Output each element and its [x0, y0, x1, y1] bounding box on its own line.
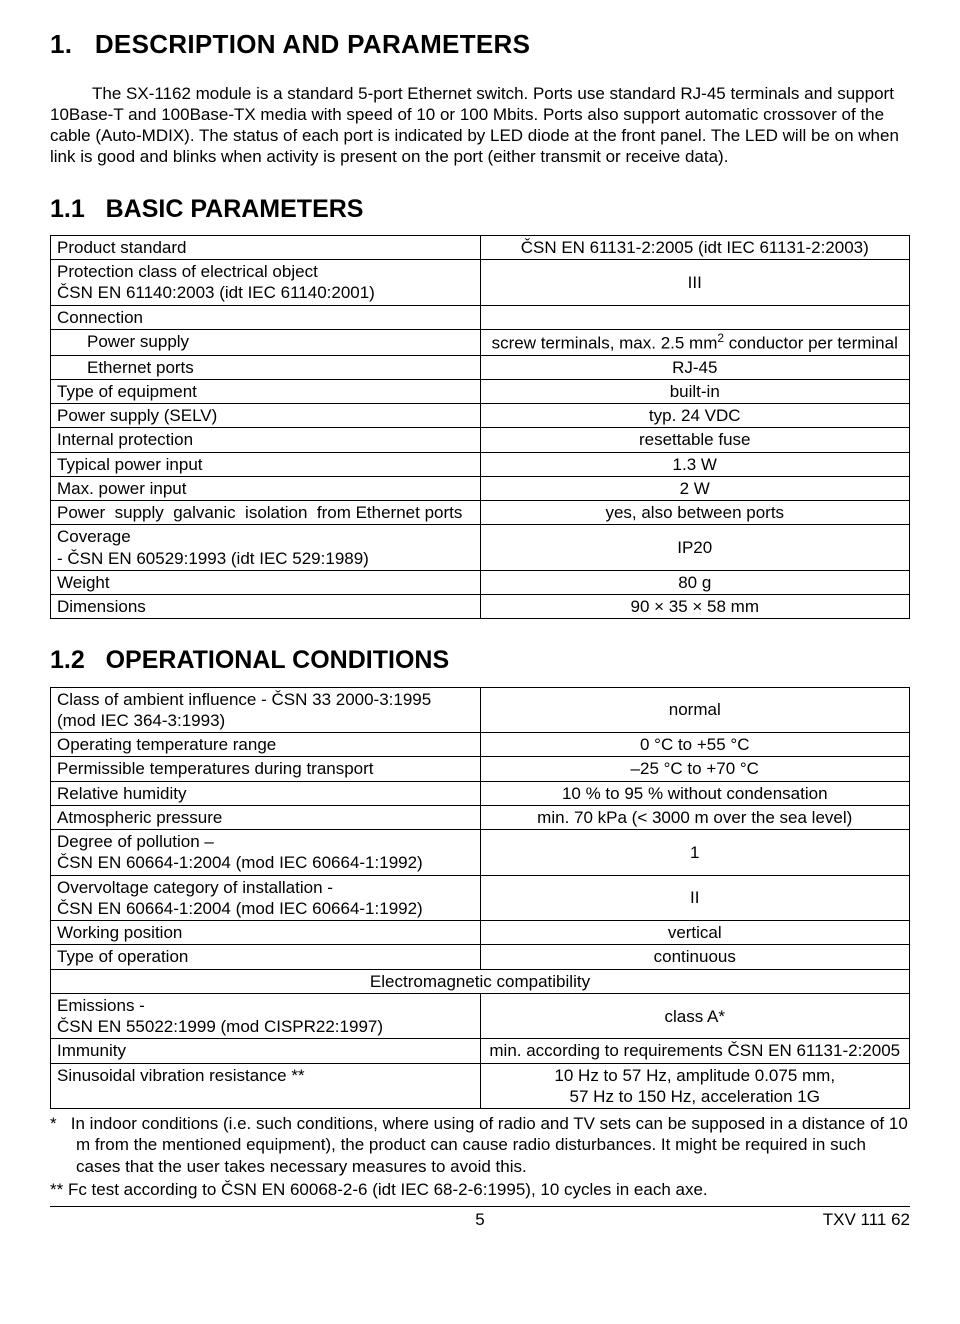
cell-label: Relative humidity — [51, 781, 481, 805]
cell-value: 10 Hz to 57 Hz, amplitude 0.075 mm,57 Hz… — [480, 1063, 910, 1109]
cell-label: Typical power input — [51, 452, 481, 476]
text: Emissions - — [57, 996, 145, 1015]
cell-value: III — [480, 260, 910, 306]
footnote-1: * In indoor conditions (i.e. such condit… — [50, 1113, 910, 1177]
page-footer: 5 TXV 111 62 — [50, 1206, 910, 1230]
cell-label: Power supply (SELV) — [51, 404, 481, 428]
cell-value: resettable fuse — [480, 428, 910, 452]
footnote-2: ** Fc test according to ČSN EN 60068-2-6… — [50, 1179, 910, 1200]
cell-value: vertical — [480, 921, 910, 945]
cell-label: Coverage - ČSN EN 60529:1993 (idt IEC 52… — [51, 525, 481, 571]
cell-label: Emissions - ČSN EN 55022:1999 (mod CISPR… — [51, 993, 481, 1039]
cell-value: min. according to requirements ČSN EN 61… — [480, 1039, 910, 1063]
cell-value: 90 × 35 × 58 mm — [480, 595, 910, 619]
cell-label: Permissible temperatures during transpor… — [51, 757, 481, 781]
text-sub: ČSN EN 60664-1:2004 (mod IEC 60664-1:199… — [57, 853, 423, 872]
cell-value: 0 °C to +55 °C — [480, 733, 910, 757]
text-sub: ČSN EN 61140:2003 (idt IEC 61140:2001) — [57, 283, 375, 302]
cell-label: Sinusoidal vibration resistance ** — [51, 1063, 481, 1109]
cell-value: 10 % to 95 % without condensation — [480, 781, 910, 805]
heading-operational-conditions: 1.2 OPERATIONAL CONDITIONS — [50, 645, 910, 676]
cell-value: min. 70 kPa (< 3000 m over the sea level… — [480, 805, 910, 829]
cell-label: Weight — [51, 570, 481, 594]
text: Protection class of electrical object — [57, 262, 318, 281]
cell-label: Type of equipment — [51, 379, 481, 403]
cell-value: 1 — [480, 830, 910, 876]
cell-value: yes, also between ports — [480, 501, 910, 525]
text: Coverage — [57, 527, 131, 546]
text-sub: - ČSN EN 60529:1993 (idt IEC 529:1989) — [57, 549, 369, 568]
cell-value: 2 W — [480, 476, 910, 500]
text: Overvoltage category of installation - — [57, 878, 333, 897]
cell-value: ČSN EN 61131-2:2005 (idt IEC 61131-2:200… — [480, 235, 910, 259]
heading-basic-parameters: 1.1 BASIC PARAMETERS — [50, 194, 910, 225]
cell-value: continuous — [480, 945, 910, 969]
cell-value — [480, 305, 910, 329]
cell-label: Connection — [51, 305, 481, 329]
cell-label: Degree of pollution – ČSN EN 60664-1:200… — [51, 830, 481, 876]
cell-value: typ. 24 VDC — [480, 404, 910, 428]
cell-value: 80 g — [480, 570, 910, 594]
cell-label: Internal protection — [51, 428, 481, 452]
basic-parameters-table: Product standard ČSN EN 61131-2:2005 (id… — [50, 235, 910, 620]
cell-label: Max. power input — [51, 476, 481, 500]
cell-label: Product standard — [51, 235, 481, 259]
cell-label: Operating temperature range — [51, 733, 481, 757]
cell-value: screw terminals, max. 2.5 mm2 conductor … — [480, 329, 910, 355]
cell-value: class A* — [480, 993, 910, 1039]
intro-paragraph: The SX-1162 module is a standard 5-port … — [50, 83, 910, 168]
cell-value: 1.3 W — [480, 452, 910, 476]
emc-header: Electromagnetic compatibility — [51, 969, 910, 993]
cell-value: IP20 — [480, 525, 910, 571]
cell-label: Immunity — [51, 1039, 481, 1063]
cell-label: Dimensions — [51, 595, 481, 619]
cell-label: Ethernet ports — [51, 355, 481, 379]
cell-label: Power supply galvanic isolation from Eth… — [51, 501, 481, 525]
cell-value: built-in — [480, 379, 910, 403]
document-id: TXV 111 62 — [485, 1209, 910, 1230]
cell-label: Overvoltage category of installation - Č… — [51, 875, 481, 921]
cell-value: –25 °C to +70 °C — [480, 757, 910, 781]
cell-value: II — [480, 875, 910, 921]
text: Degree of pollution – — [57, 832, 214, 851]
text-sub: ČSN EN 55022:1999 (mod CISPR22:1997) — [57, 1017, 383, 1036]
cell-label: Power supply — [51, 329, 481, 355]
cell-value: normal — [480, 687, 910, 733]
cell-value: RJ-45 — [480, 355, 910, 379]
heading-description: 1. DESCRIPTION AND PARAMETERS — [50, 28, 910, 61]
cell-label: Working position — [51, 921, 481, 945]
cell-label: Class of ambient influence - ČSN 33 2000… — [51, 687, 481, 733]
text-sub: ČSN EN 60664-1:2004 (mod IEC 60664-1:199… — [57, 899, 423, 918]
page-number: 5 — [475, 1209, 484, 1230]
cell-label: Atmospheric pressure — [51, 805, 481, 829]
operational-conditions-table: Class of ambient influence - ČSN 33 2000… — [50, 687, 910, 1110]
cell-label: Protection class of electrical object ČS… — [51, 260, 481, 306]
cell-label: Type of operation — [51, 945, 481, 969]
